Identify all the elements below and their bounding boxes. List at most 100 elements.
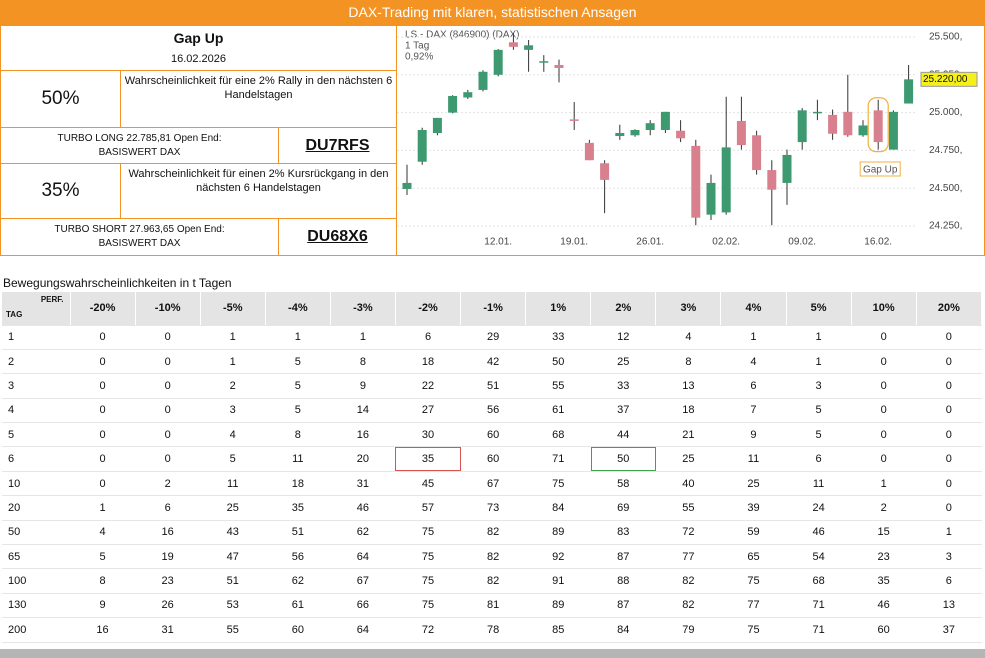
value-cell: 67 (460, 471, 526, 497)
value-cell: 91 (525, 568, 591, 594)
value-cell: 55 (200, 617, 266, 643)
value-cell: 50 (525, 349, 591, 375)
candle-body (858, 125, 868, 136)
value-cell: 13 (916, 593, 982, 619)
chart: LS - DAX (846900) (DAX) 1 Tag 0,92% 24.2… (397, 30, 978, 248)
candle-body (463, 92, 473, 98)
value-cell: 6 (916, 568, 982, 594)
last-price-label: 25.220,00 (923, 74, 968, 85)
short-code[interactable]: DU68X6 (278, 218, 397, 256)
value-cell: 77 (720, 593, 787, 619)
value-cell: 13 (655, 373, 721, 399)
value-cell: 75 (395, 520, 461, 546)
short-text: Wahrscheinlichkeit für einen 2% Kursrück… (120, 163, 397, 219)
candle-body (782, 154, 792, 183)
value-cell: 1 (916, 520, 982, 546)
value-cell: 2 (851, 495, 917, 521)
signal-title: Gap Up (173, 30, 224, 46)
value-cell: 5 (200, 446, 266, 472)
column-header: 4% (720, 292, 787, 326)
candle-body (493, 49, 503, 75)
tag-cell: 3 (2, 373, 70, 399)
value-cell: 4 (655, 325, 721, 350)
value-cell: 0 (851, 325, 917, 350)
value-cell: 23 (851, 544, 917, 570)
candle-body (828, 114, 838, 134)
value-cell: 0 (70, 398, 136, 424)
value-cell: 4 (200, 422, 266, 448)
value-cell: 0 (135, 446, 201, 472)
table-row: 4 0 0 3 5 14 27 56 61 37 18 7 5 0 0 (2, 398, 982, 424)
value-cell: 0 (851, 422, 917, 448)
value-cell: 62 (265, 568, 331, 594)
value-cell: 61 (265, 593, 331, 619)
value-cell: 66 (330, 593, 396, 619)
candle-body (888, 111, 898, 150)
footer-bar (0, 649, 985, 658)
value-cell: 33 (590, 373, 656, 399)
value-cell: 8 (655, 349, 721, 375)
value-cell: 89 (525, 520, 591, 546)
candle-body (752, 135, 762, 171)
tag-cell: 6 (2, 446, 70, 472)
value-cell: 92 (525, 544, 591, 570)
value-cell: 0 (916, 373, 982, 399)
value-cell: 72 (395, 617, 461, 643)
value-cell: 1 (720, 325, 787, 350)
value-cell: 1 (330, 325, 396, 350)
value-cell: 89 (525, 593, 591, 619)
column-header: -3% (330, 292, 396, 326)
probability-table: PERF. TAG -20% -10% -5% -4% -3% -2% -1% 1% 2% 3% 4% 5… (2, 292, 983, 643)
value-cell: 33 (525, 325, 591, 350)
candle-body (843, 111, 853, 136)
candle-body (797, 110, 807, 143)
banner: DAX-Trading mit klaren, statistischen An… (0, 0, 985, 25)
value-cell: 25 (655, 446, 721, 472)
annotation-text: Gap Up (863, 165, 898, 176)
column-header: 3% (655, 292, 722, 326)
column-header: -5% (200, 292, 266, 326)
value-cell: 78 (460, 617, 526, 643)
column-header: 10% (851, 292, 917, 326)
candle-body (448, 95, 458, 113)
x-tick-label: 02.02. (712, 237, 740, 248)
value-cell: 44 (590, 422, 656, 448)
table-row: 1 0 0 1 1 1 6 29 33 12 4 1 1 0 0 (2, 325, 982, 350)
short-product: TURBO SHORT 27.963,65 Open End: BASISWER… (0, 218, 279, 256)
value-cell: 23 (135, 568, 201, 594)
tag-cell: 10 (2, 471, 70, 497)
value-cell: 50 (590, 446, 656, 472)
long-product: TURBO LONG 22.785,81 Open End: BASISWERT… (0, 127, 279, 164)
value-cell: 1 (265, 325, 331, 350)
column-header: 1% (525, 292, 592, 326)
value-cell: 8 (265, 422, 331, 448)
value-cell: 4 (720, 349, 787, 375)
value-cell: 55 (525, 373, 591, 399)
value-cell: 26 (135, 593, 201, 619)
y-tick-label: 24.750, (929, 145, 962, 156)
value-cell: 35 (851, 568, 917, 594)
value-cell: 82 (460, 520, 526, 546)
candle-body (691, 145, 701, 218)
table-row: 5 0 0 4 8 16 30 60 68 44 21 9 5 0 0 (2, 422, 982, 448)
value-cell: 5 (265, 349, 331, 375)
value-cell: 0 (135, 422, 201, 448)
candle-body (554, 64, 564, 68)
long-code[interactable]: DU7RFS (278, 127, 397, 164)
candle-body (630, 129, 640, 136)
value-cell: 0 (70, 373, 136, 399)
tag-cell: 1 (2, 325, 70, 350)
table-row: 6 0 0 5 11 20 35 60 71 50 25 11 6 0 0 (2, 446, 982, 472)
value-cell: 5 (265, 398, 331, 424)
value-cell: 1 (70, 495, 136, 521)
candle-body (584, 142, 594, 161)
candle-body (478, 71, 488, 90)
y-tick-label: 25.500, (929, 32, 962, 43)
value-cell: 9 (720, 422, 787, 448)
value-cell: 5 (265, 373, 331, 399)
value-cell: 71 (525, 446, 591, 472)
value-cell: 24 (786, 495, 852, 521)
legend-text: 1 Tag (405, 41, 429, 52)
value-cell: 82 (655, 568, 721, 594)
